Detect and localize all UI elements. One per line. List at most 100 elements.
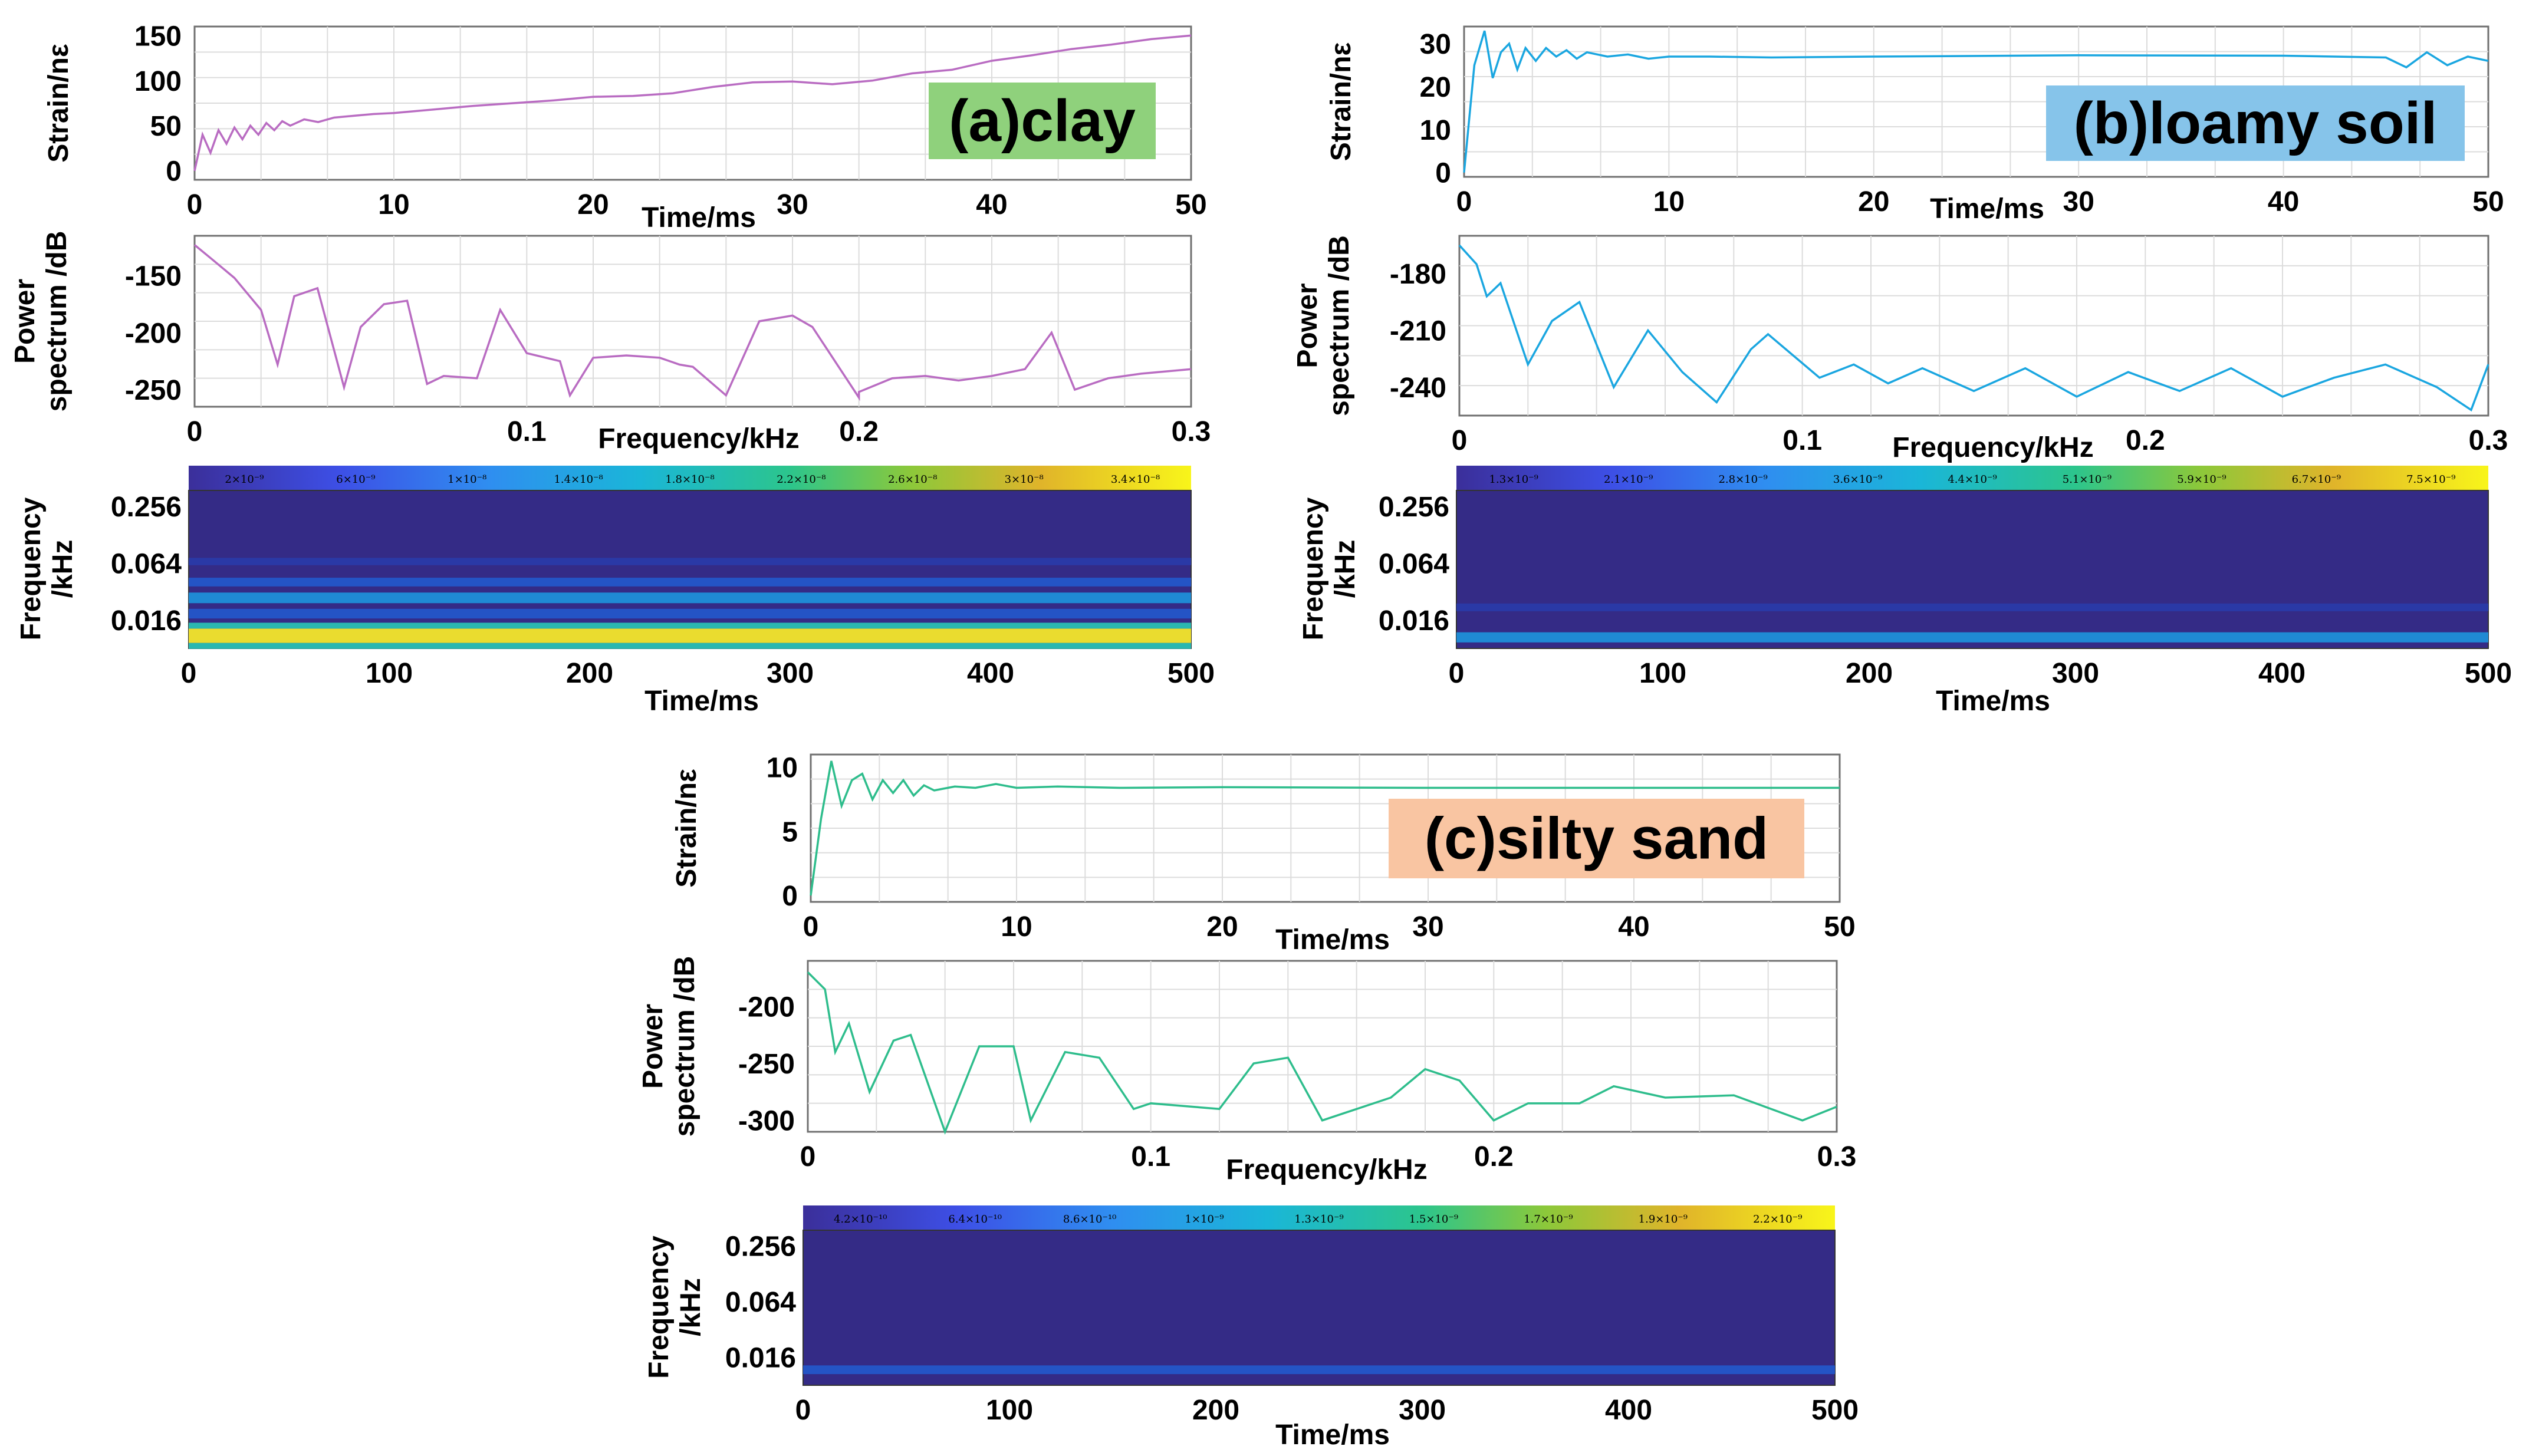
panel-a-heatmap-body [188, 490, 1192, 649]
panel-a-spectrogram-y-tick-label: 0.064 [111, 548, 182, 579]
panel-b-badge: (b)loamy soil [2046, 85, 2465, 161]
panel-c-spectrogram-x-tick-label: 300 [1399, 1395, 1446, 1426]
panel-b-spectrogram-x-tick-label: 400 [2258, 658, 2306, 689]
panel-a-spectrogram-x-tick-label: 200 [566, 658, 613, 689]
panel-b-spectrum-x-tick-label: 0.2 [2126, 425, 2165, 456]
panel-c-strain-y-tick-label: 5 [782, 816, 798, 848]
panel-a-strain-series-line [193, 34, 1192, 172]
panel-a-heatmap-band [189, 592, 1191, 604]
panel-c-strain-x-tick-label: 40 [1618, 911, 1649, 943]
panel-b-colorbar-label: 1.3×10⁻⁹ [1489, 473, 1538, 486]
panel-a-spectrogram-x-tick-label: 100 [366, 658, 413, 689]
panel-c-strain-ylabel: Strain/nε [671, 769, 702, 888]
panel-c-spectrogram-ylabel-line: /kHz [675, 1278, 706, 1336]
panel-b-spectrogram-x-tick-label: 200 [1846, 658, 1893, 689]
panel-a-strain-x-tick-label: 30 [777, 189, 808, 220]
panel-a-colorbar-label: 3.4×10⁻⁸ [1111, 473, 1160, 486]
panel-b-spectrum-x-tick-label: 0 [1452, 425, 1468, 456]
panel-a-strain-x-tick-label: 40 [976, 189, 1007, 220]
panel-b-strain-x-tick-label: 40 [2268, 186, 2299, 218]
panel-c-colorbar-label: 1.7×10⁻⁹ [1524, 1213, 1573, 1226]
panel-a-spectrogram: 2×10⁻⁹ 6×10⁻⁹ 1×10⁻⁸ 1.4×10⁻⁸ 1.8×10⁻⁸ 2.2×10… [111, 466, 1215, 689]
panel-b-spectrogram-x-tick-label: 500 [2465, 658, 2512, 689]
panel-b-spectrum-x-tick-label: 0.3 [2469, 425, 2508, 456]
panel-c-spectrogram-x-tick-label: 400 [1605, 1395, 1652, 1426]
panel-b-spectrum-ylabel: Power spectrum /dB [1292, 235, 1355, 416]
panel-a-spectrogram-ylabel: Frequency/kHz [15, 497, 78, 640]
panel-c-strain-y-tick-label: 10 [767, 753, 798, 784]
panel-b-strain-y-tick-label: 10 [1420, 115, 1451, 146]
panel-a-spectrogram-ylabel-line: /kHz [47, 540, 78, 598]
panel-c-heatmap-body [803, 1230, 1836, 1386]
panel-c-spectrum-ylabel: Power spectrum /dB [637, 956, 700, 1137]
panel-c-colorbar-label: 6.4×10⁻¹⁰ [948, 1213, 1002, 1226]
panel-a-strain-ylabel: Strain/nε [43, 44, 74, 163]
panel-c-spectrogram-xlabel: Time/ms [1275, 1419, 1390, 1451]
panel-c-spectrum-y-tick-label: -200 [738, 991, 795, 1023]
panel-b-colorbar-label: 2.8×10⁻⁹ [1718, 473, 1767, 486]
panel-a-spectrum-y-tick-label: -250 [125, 375, 182, 406]
panel-b-strain-y-tick-label: 0 [1435, 158, 1451, 189]
panel-a-colorbar-label: 3×10⁻⁸ [1005, 473, 1044, 486]
panel-a-colorbar-label: 1.4×10⁻⁸ [554, 473, 603, 486]
panel-b-colorbar [1456, 466, 2488, 490]
panel-a-spectrum-ylabel: Power spectrum /dB [9, 231, 73, 412]
panel-a-strain-y-tick-label: 0 [166, 156, 182, 187]
panel-a-spectrum-x-tick-label: 0.1 [507, 416, 547, 447]
panel-a-heatmap-band [189, 578, 1191, 587]
panel-c-strain-ylabel-line: Strain/nε [671, 769, 702, 888]
panel-c-strain-y-tick-label: 0 [782, 881, 798, 912]
panel-a-heatmap-band [189, 628, 1191, 643]
panel-b-spectrogram-ylabel: Frequency/kHz [1298, 497, 1361, 640]
panel-c-strain-x-tick-label: 10 [1001, 911, 1032, 943]
panel-a-strain-x-tick-label: 20 [577, 189, 609, 220]
panel-b-colorbar-label: 3.6×10⁻⁹ [1833, 473, 1882, 486]
panel-a-heatmap-band-edge [189, 643, 1191, 649]
panel-b-spectrogram-y-tick-label: 0.256 [1379, 492, 1449, 523]
panel-b-spectrogram-ylabel-line: Frequency [1298, 497, 1329, 640]
panel-a-spectrogram-x-tick-label: 500 [1167, 658, 1215, 689]
panel-b-strain-y-tick-label: 30 [1420, 29, 1451, 60]
panel-c-colorbar-label: 1.3×10⁻⁹ [1294, 1213, 1343, 1226]
panel-a-strain-xlabel: Time/ms [642, 202, 756, 233]
panel-a-colorbar [189, 466, 1191, 490]
panel-c-spectrogram-ylabel-line: Frequency [643, 1236, 675, 1379]
panel-b-strain-x-tick-label: 20 [1858, 186, 1889, 218]
panel-a-spectrum-ylabel-line: Power [9, 279, 41, 364]
panel-b-spectrogram-x-tick-label: 0 [1449, 658, 1465, 689]
panel-b-spectrogram: 1.3×10⁻⁹ 2.1×10⁻⁹ 2.8×10⁻⁹ 3.6×10⁻⁹ 4.4×10⁻⁹… [1379, 466, 2512, 689]
panel-c-spectrum-series-line [807, 971, 1837, 1135]
panel-b-spectrum-y-tick-label: -240 [1390, 373, 1446, 404]
panel-c-spectrogram-ylabel: Frequency/kHz [643, 1236, 706, 1379]
panel-b-strain-x-tick-label: 50 [2472, 186, 2504, 218]
panel-b-badge-label: (b)loamy soil [2074, 90, 2438, 156]
panel-b-spectrogram-ylabel-line: /kHz [1330, 540, 1361, 598]
panel-b-spectrum-x-tick-label: 0.1 [1782, 425, 1822, 456]
panel-c-colorbar-label: 1.9×10⁻⁹ [1639, 1213, 1688, 1226]
panel-b-spectrum-y-tick-label: -180 [1390, 259, 1446, 290]
panel-b-spectrogram-y-tick-label: 0.064 [1379, 548, 1449, 579]
panel-a-spectrum-plot: 0 0.1 0.2 0.3 -150 -200 -250 [125, 235, 1211, 447]
panel-a-strain-ylabel-line: Strain/nε [43, 44, 74, 163]
panel-b-spectrum-xlabel: Frequency/kHz [1892, 432, 2093, 463]
panel-b-strain-series-line [1463, 30, 2489, 173]
panel-c-spectrum-y-tick-label: -300 [738, 1106, 795, 1137]
panel-c-spectrum-x-tick-label: 0 [800, 1141, 816, 1172]
panel-a-heatmap-band-edge [189, 622, 1191, 629]
panel-a-spectrum-y-tick-label: -200 [125, 318, 182, 349]
panel-c-strain-x-tick-label: 0 [803, 911, 819, 943]
panel-a-colorbar-label: 1×10⁻⁸ [448, 473, 486, 486]
panel-a-colorbar-label: 2×10⁻⁹ [225, 473, 264, 486]
panel-c-spectrogram-y-tick-label: 0.256 [725, 1231, 796, 1262]
panel-b-strain-ylabel-line: Strain/nε [1326, 42, 1357, 162]
panel-a-colorbar-label: 2.6×10⁻⁸ [888, 473, 937, 486]
panel-c-strain-x-tick-label: 50 [1824, 911, 1855, 943]
panel-a-strain-x-tick-label: 50 [1175, 189, 1206, 220]
panel-a-spectrum-x-tick-label: 0.2 [839, 416, 879, 447]
panel-b-strain-ylabel: Strain/nε [1326, 42, 1357, 162]
panel-a-colorbar-label: 1.8×10⁻⁸ [665, 473, 714, 486]
panel-a-spectrum-ylabel-line: spectrum /dB [41, 231, 73, 412]
panel-c-strain-series-line [810, 760, 1840, 896]
panel-b-colorbar-label: 5.9×10⁻⁹ [2177, 473, 2226, 486]
panel-b-heatmap-body [1456, 490, 2489, 649]
